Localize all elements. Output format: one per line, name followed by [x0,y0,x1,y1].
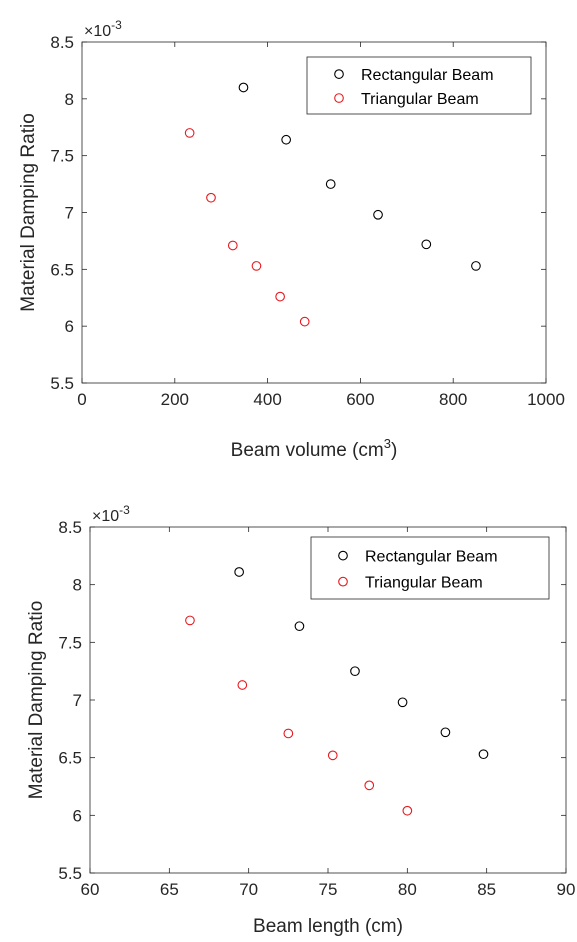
x-tick-label: 80 [398,880,417,899]
data-point [184,128,195,138]
legend-marker [334,93,344,103]
y-tick-label: 7.5 [58,633,82,652]
data-point [234,567,244,577]
y-tick-label: 8 [73,576,82,595]
data-point [364,780,375,791]
y-tick-label: 7 [65,204,74,223]
data-point [402,805,413,816]
legend-marker [338,576,348,587]
series-triangular [185,615,413,816]
data-point [471,261,481,271]
data-point [327,750,338,761]
data-point [281,134,292,145]
data-point [251,261,262,271]
y-tick-label: 7 [73,691,82,710]
data-point [373,209,383,220]
x-axis-title: Beam length (cm) [253,916,403,937]
x-tick-label: 60 [81,880,100,899]
data-point [237,680,248,690]
data-point [325,179,336,189]
x-tick-label: 1000 [527,390,565,409]
data-point [294,621,305,632]
y-axis-title: Material Damping Ratio [26,601,47,800]
y-tick-label: 5.5 [50,374,74,393]
x-tick-label: 800 [439,390,467,409]
y-tick-label: 8.5 [58,518,82,537]
legend-marker [338,550,348,561]
data-point [206,192,216,203]
data-point [275,291,285,302]
x-axis-title: Beam volume (cm3) [231,436,398,461]
y-tick-label: 6.5 [58,749,82,768]
x-tick-label: 200 [161,390,189,409]
legend: Rectangular Beam Triangular Beam [310,536,550,600]
data-point [350,666,360,677]
legend-label: Rectangular Beam [365,549,498,566]
data-point [421,239,432,250]
legend-box [310,536,550,600]
y-tick-label: 6 [73,806,82,825]
y-exponent-label: ×10-3 [84,18,122,40]
data-point [440,727,451,738]
legend-marker [334,69,344,79]
y-tick-label: 6.5 [50,260,74,279]
legend-box [306,56,532,115]
chart-2: 60 65 70 75 80 85 90 5.5 6 6.5 7 7.5 8 8.5 ×10-3 Beam l… [26,503,575,937]
x-tick-label: 0 [77,390,86,409]
series-rectangular [238,82,481,271]
y-tick-label: 6 [65,317,74,336]
x-tick-label: 400 [253,390,281,409]
legend-label: Triangular Beam [361,91,479,108]
data-point [238,82,249,93]
x-tick-label: 70 [239,880,258,899]
legend: Rectangular Beam Triangular Beam [306,56,532,115]
data-point [283,728,294,739]
chart-1: 0 200 400 600 800 1000 5.5 6 6.5 7 7.5 8 8.5 ×10-3 Bea… [18,18,565,461]
data-point [397,697,408,708]
legend-label: Rectangular Beam [361,67,494,84]
data-point [185,615,195,626]
legend-label: Triangular Beam [365,575,483,592]
data-point [299,316,310,327]
data-point [227,240,238,251]
y-exponent-label: ×10-3 [92,503,130,525]
y-axis-title: Material Damping Ratio [18,113,39,312]
y-tick-label: 7.5 [50,147,74,166]
x-tick-label: 600 [346,390,374,409]
series-rectangular [234,567,489,760]
y-tick-label: 8.5 [50,33,74,52]
x-tick-label: 90 [557,880,576,899]
y-tick-label: 8 [65,90,74,109]
data-point [478,749,489,760]
x-tick-label: 75 [319,880,338,899]
y-tick-label: 5.5 [58,864,82,883]
series-triangular [184,128,310,327]
x-tick-label: 85 [477,880,496,899]
x-tick-label: 65 [160,880,179,899]
